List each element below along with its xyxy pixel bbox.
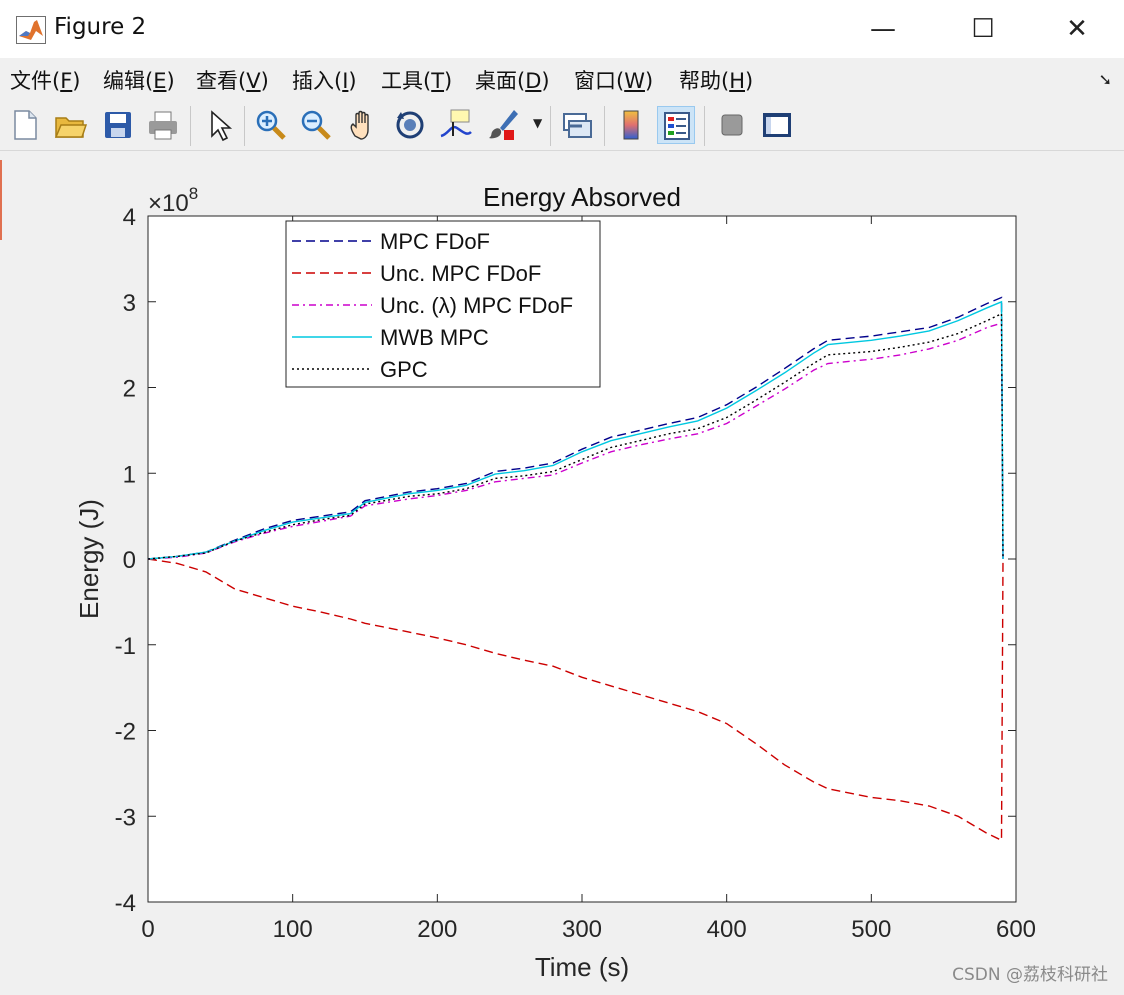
zoom-out-icon[interactable]: [297, 106, 335, 144]
legend-entry: MPC FDoF: [380, 229, 490, 254]
print-icon[interactable]: [144, 106, 182, 144]
y-tick-label: 1: [123, 461, 136, 488]
menu-tools[interactable]: 工具(T): [381, 69, 453, 93]
series-line-2: [147, 558, 1004, 842]
y-tick-label: 2: [123, 376, 136, 403]
legend-box: [285, 220, 601, 388]
toolbar: ▼: [0, 100, 1124, 151]
minimize-button[interactable]: —: [870, 14, 896, 44]
link-plot-icon[interactable]: [558, 106, 596, 144]
colorbar-icon[interactable]: [612, 106, 650, 144]
title-bar: Figure 2 — ☐ ✕: [0, 0, 1124, 58]
menu-desktop[interactable]: 桌面(D): [475, 69, 550, 93]
window-title: Figure 2: [54, 14, 147, 40]
y-tick-label: 0: [123, 547, 136, 574]
series-line-1: [147, 296, 1004, 560]
menu-view[interactable]: 查看(V): [196, 69, 269, 93]
x-axis-label: Time (s): [535, 952, 629, 982]
toolbar-separator: [244, 106, 245, 146]
menu-help[interactable]: 帮助(H): [679, 69, 754, 93]
new-file-icon[interactable]: [6, 106, 44, 144]
figure-area: 0 100 200 300 400 500 600 -4 -3 -2 -1 0 1 2 3 4 ×108 Ener…: [2, 151, 1122, 993]
zoom-in-icon[interactable]: [252, 106, 290, 144]
menu-insert[interactable]: 插入(I): [292, 69, 357, 93]
y-tick-label: 4: [123, 204, 136, 231]
brush-dropdown-icon[interactable]: ▼: [533, 116, 543, 130]
legend-icon[interactable]: [657, 106, 695, 144]
x-tick-label: 0: [141, 916, 154, 943]
x-tick-label: 600: [996, 916, 1036, 943]
toolbar-separator: [604, 106, 605, 146]
y-tick-label: 3: [123, 290, 136, 317]
series-line-4: [147, 300, 1004, 560]
series-line-3: [147, 322, 1004, 560]
legend-entry: GPC: [380, 357, 428, 382]
y-exponent-label: ×108: [148, 184, 198, 217]
pan-hand-icon[interactable]: [344, 106, 382, 144]
chart-title: Energy Absorved: [483, 182, 681, 212]
energy-chart: 0 100 200 300 400 500 600 -4 -3 -2 -1 0 1 2 3 4 ×108 Ener…: [74, 182, 1036, 982]
show-plot-tools-icon[interactable]: [758, 106, 796, 144]
dock-arrow-icon[interactable]: ➘: [1098, 70, 1112, 89]
toolbar-separator: [704, 106, 705, 146]
x-tick-label: 500: [851, 916, 891, 943]
x-tick-label: 300: [562, 916, 602, 943]
maximize-button[interactable]: ☐: [971, 14, 995, 44]
toolbar-separator: [550, 106, 551, 146]
data-cursor-icon[interactable]: [437, 106, 475, 144]
close-button[interactable]: ✕: [1066, 14, 1088, 44]
hide-plot-tools-icon[interactable]: [713, 106, 751, 144]
menu-window[interactable]: 窗口(W): [574, 69, 654, 93]
x-tick-label: 100: [273, 916, 313, 943]
y-tick-label: -3: [115, 804, 136, 831]
x-tick-label: 200: [417, 916, 457, 943]
y-tick-label: -4: [115, 890, 136, 917]
y-tick-label: -1: [115, 633, 136, 660]
menu-file[interactable]: 文件(F): [10, 69, 81, 93]
toolbar-separator: [190, 106, 191, 146]
watermark: CSDN @荔枝科研社: [952, 965, 1108, 985]
legend-entry: Unc. MPC FDoF: [380, 261, 541, 286]
figure-edge-accent: [0, 160, 3, 240]
menu-bar: 文件(F) 编辑(E) 查看(V) 插入(I) 工具(T) 桌面(D) 窗口(W…: [0, 58, 1124, 100]
series-line-5: [147, 312, 1004, 560]
open-folder-icon[interactable]: [51, 106, 89, 144]
pointer-icon[interactable]: [200, 106, 238, 144]
menu-edit[interactable]: 编辑(E): [103, 69, 175, 93]
save-icon[interactable]: [99, 106, 137, 144]
legend-entry: MWB MPC: [380, 325, 489, 350]
x-tick-label: 400: [707, 916, 747, 943]
y-tick-label: -2: [115, 719, 136, 746]
y-axis-label: Energy (J): [74, 499, 104, 619]
brush-icon[interactable]: [484, 106, 522, 144]
legend-entry: Unc. (λ) MPC FDoF: [380, 293, 573, 318]
matlab-logo-icon: [16, 16, 46, 44]
rotate-3d-icon[interactable]: [391, 106, 429, 144]
